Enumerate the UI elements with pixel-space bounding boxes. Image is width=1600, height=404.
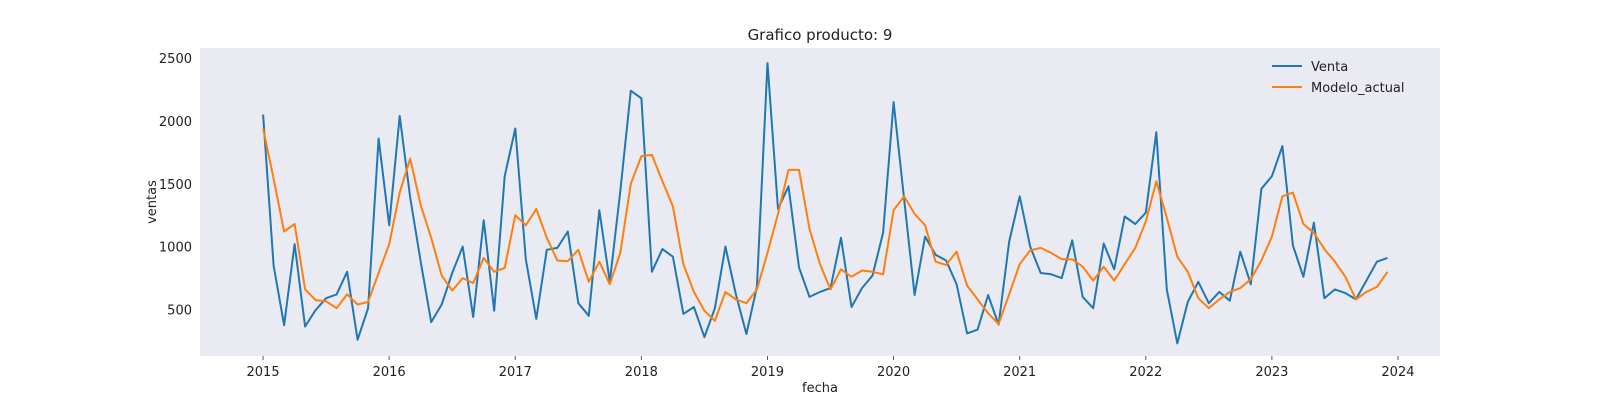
y-tick-label: 2500 — [159, 52, 192, 67]
chart-title: Grafico producto: 9 — [748, 26, 893, 44]
series-lines — [262, 62, 1389, 345]
y-tick-label: 500 — [167, 303, 192, 318]
x-tick-label: 2015 — [247, 365, 280, 380]
x-tick-label: 2018 — [625, 365, 658, 380]
x-tick-label: 2020 — [877, 365, 910, 380]
x-tick-label: 2023 — [1255, 365, 1288, 380]
x-tick-label: 2022 — [1129, 365, 1162, 380]
x-tick-label: 2016 — [373, 365, 406, 380]
x-axis: 2015 2016 2017 2018 2019 2020 2021 2022 2023 2024 — [247, 356, 1415, 380]
plot-area — [200, 48, 1440, 356]
x-tick-label: 2024 — [1381, 365, 1414, 380]
series-line-venta — [262, 62, 1388, 345]
series-line-modelo-actual — [262, 128, 1389, 325]
y-axis: 500 1000 1500 2000 2500 — [159, 52, 192, 318]
x-tick-label: 2017 — [499, 365, 532, 380]
y-axis-label: ventas — [145, 180, 160, 224]
legend-label: Venta — [1311, 60, 1348, 75]
x-axis-label: fecha — [802, 381, 838, 396]
y-tick-label: 1500 — [159, 178, 192, 193]
x-tick-label: 2019 — [751, 365, 784, 380]
x-tick-label: 2021 — [1003, 365, 1036, 380]
y-tick-label: 2000 — [159, 115, 192, 130]
y-tick-label: 1000 — [159, 241, 192, 256]
legend-label: Modelo_actual — [1311, 81, 1405, 96]
legend: Venta Modelo_actual — [1272, 60, 1405, 96]
